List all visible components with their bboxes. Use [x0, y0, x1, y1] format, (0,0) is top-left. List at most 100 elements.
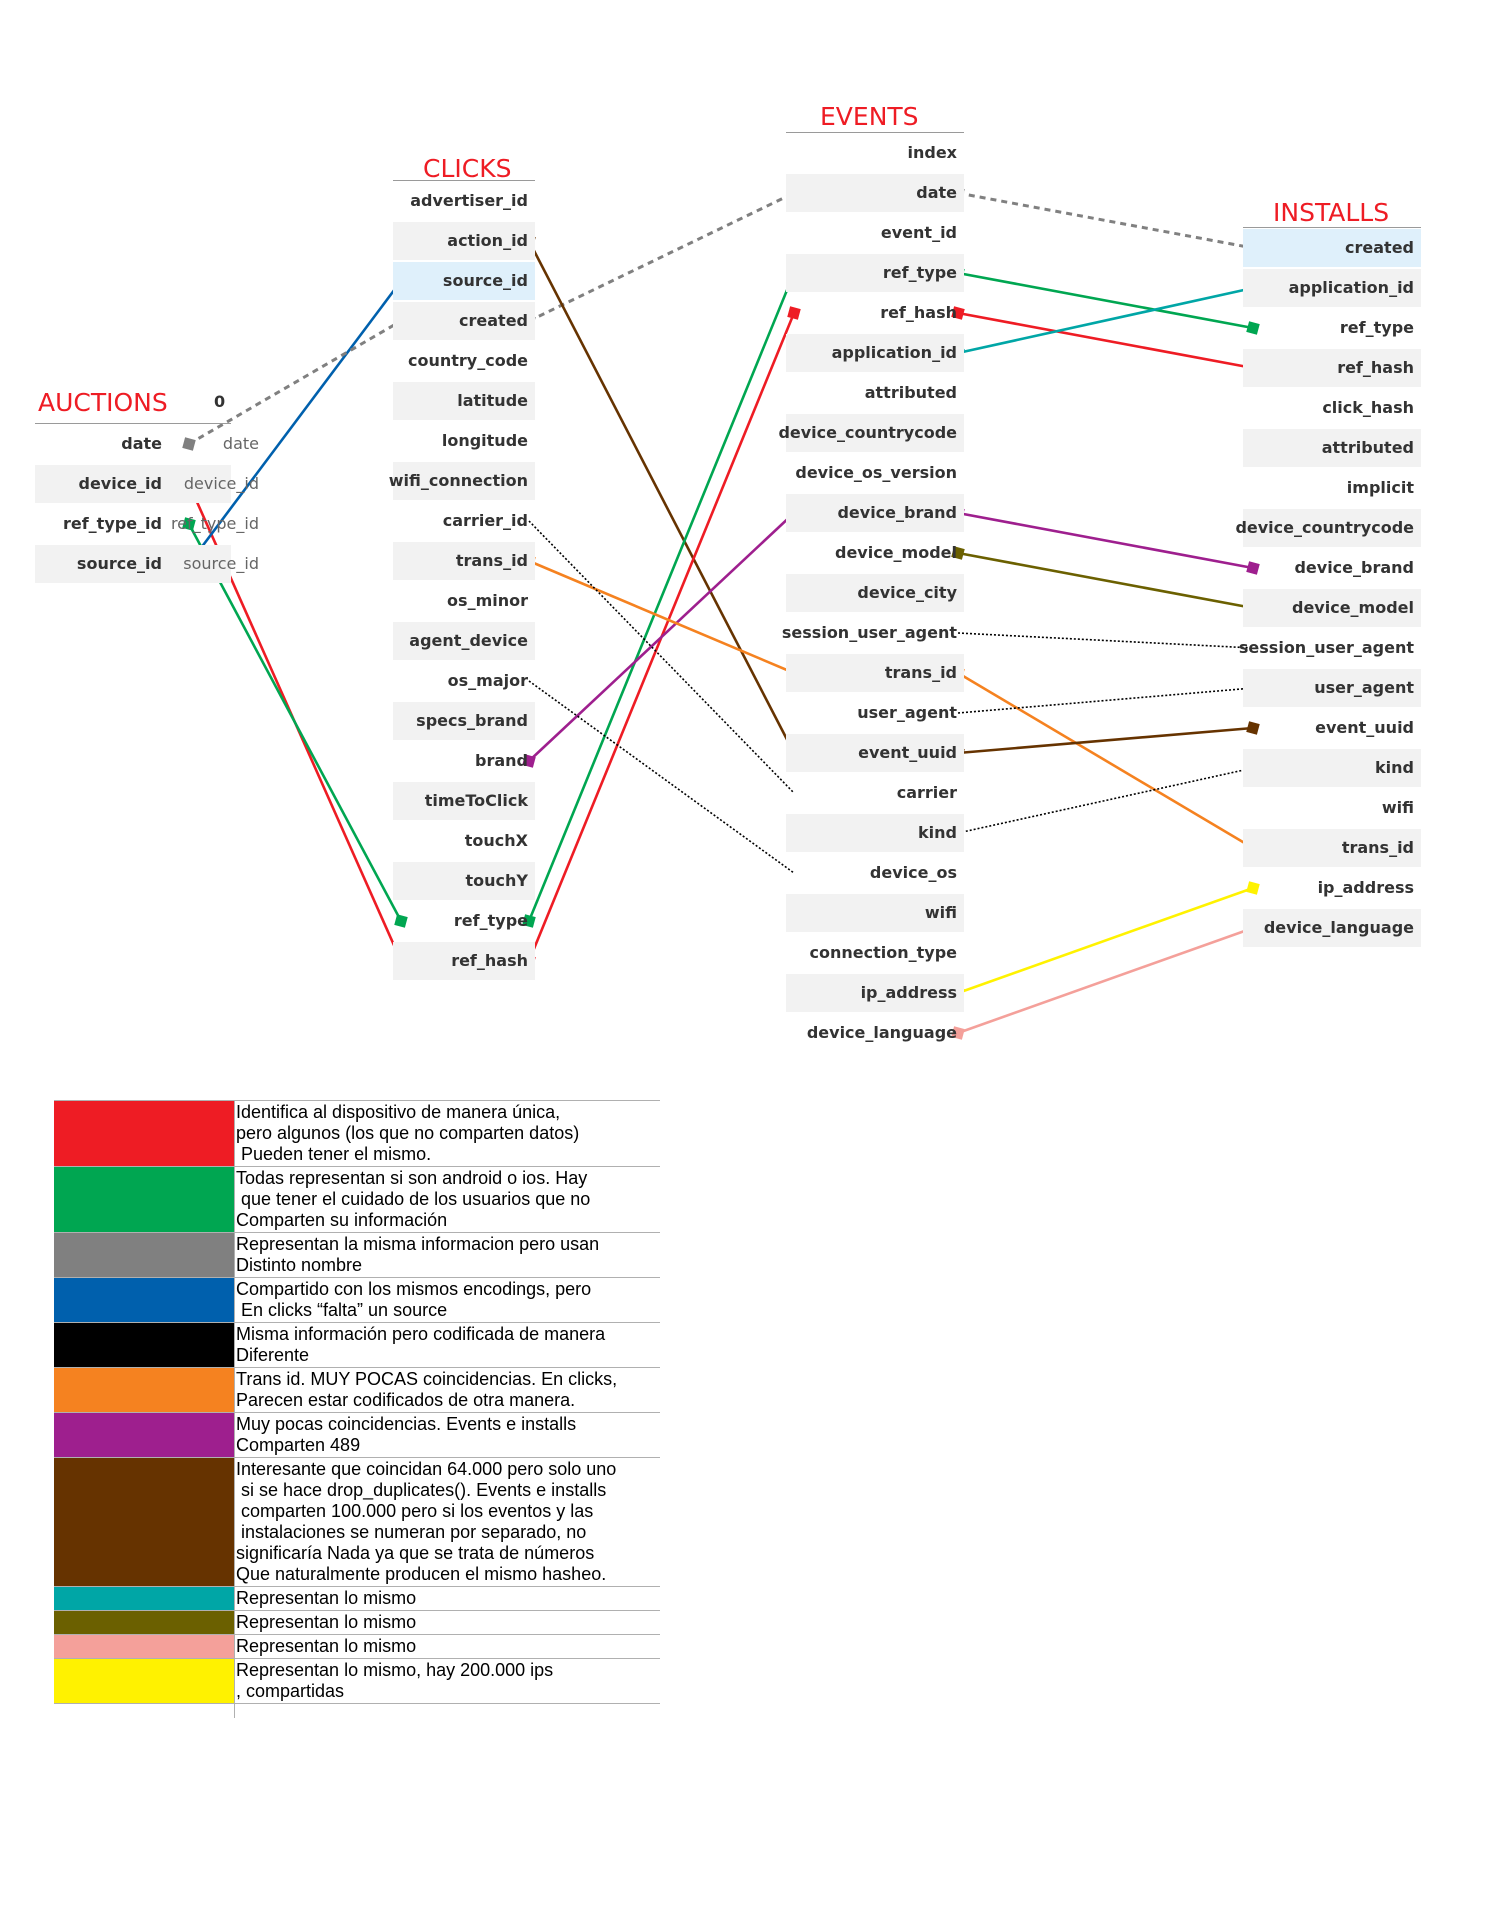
auctions-field-value: source_id [183, 554, 259, 573]
connector-line [528, 512, 795, 762]
clicks-row-timeToClick: timeToClick [393, 782, 535, 820]
connector-line [528, 520, 795, 794]
connector-events-event-uuid-to-installs-event-uuid [951, 721, 1260, 760]
events-row-device-model: device_model [786, 534, 964, 572]
clicks-row-action-id: action_id [393, 222, 535, 260]
legend-color-swatch [54, 1167, 234, 1232]
connector-line [957, 511, 1254, 570]
installs-table-title: INSTALLS [1273, 198, 1390, 227]
legend-empty-cell [54, 1704, 235, 1718]
auctions-field-value: ref_type_id [170, 514, 259, 533]
legend-row: Representan lo mismo [54, 1634, 660, 1658]
legend-row: Muy pocas coincidencias. Events e instal… [54, 1412, 660, 1457]
installs-field-name: kind [1375, 758, 1414, 777]
auctions-field-name: source_id [76, 554, 162, 573]
legend-row: Interesante que coincidan 64.000 pero so… [54, 1457, 660, 1586]
installs-row-application-id: application_id [1243, 269, 1421, 307]
installs-field-name: created [1345, 238, 1414, 257]
auctions-index-header: 0 [214, 392, 226, 411]
connector-clicks-ref-hash-to-events-ref-hash [522, 306, 801, 968]
installs-header-rule [1243, 227, 1421, 228]
installs-row-kind: kind [1243, 749, 1421, 787]
connector-line [957, 926, 1254, 1035]
installs-row-device-brand: device_brand [1243, 549, 1421, 587]
events-field-name: event_uuid [858, 743, 957, 762]
connector-line [957, 886, 1254, 995]
auctions-table-title: AUCTIONS [38, 388, 168, 417]
events-field-name: device_city [857, 583, 957, 602]
legend-description: Trans id. MUY POCAS coincidencias. En cl… [234, 1368, 660, 1412]
events-field-name: device_countrycode [778, 423, 957, 442]
legend-color-swatch [54, 1635, 234, 1658]
events-row-user-agent: user_agent [786, 694, 964, 732]
installs-row-click-hash: click_hash [1243, 389, 1421, 427]
clicks-field-name: brand [475, 751, 528, 770]
clicks-row-brand: brand [393, 742, 535, 780]
events-row-device-countrycode: device_countrycode [778, 414, 964, 452]
events-row-event-uuid: event_uuid [786, 734, 964, 772]
installs-row-event-uuid: event_uuid [1243, 709, 1421, 747]
legend-row: Misma información pero codificada de man… [54, 1322, 660, 1367]
events-field-name: trans_id [884, 663, 957, 682]
installs-field-name: session_user_agent [1238, 638, 1414, 657]
legend-description: Interesante que coincidan 64.000 pero so… [234, 1458, 660, 1586]
auctions-row-ref-type-id: ref_type_id ref_type_id [35, 505, 259, 543]
clicks-field-name: source_id [442, 271, 528, 290]
connector-clicks-trans-id-to-events-trans-id [522, 554, 801, 680]
installs-row-device-model: device_model [1243, 589, 1421, 627]
clicks-field-name: touchX [464, 831, 528, 850]
clicks-field-name: country_code [407, 351, 528, 370]
connector-line [528, 680, 795, 874]
events-row-ref-hash: ref_hash [786, 294, 964, 332]
auctions-field-name: date [121, 434, 162, 453]
events-field-name: ref_type [882, 263, 957, 282]
clicks-field-name: advertiser_id [410, 191, 528, 210]
installs-field-name: event_uuid [1315, 718, 1414, 737]
legend-color-swatch [54, 1278, 234, 1322]
installs-field-name: application_id [1288, 278, 1414, 297]
installs-row-ip-address: ip_address [1243, 869, 1421, 907]
events-field-name: attributed [864, 383, 957, 402]
auctions-row-date: date date [35, 425, 259, 463]
connector-events-device-model-to-installs-device-model [951, 546, 1260, 615]
installs-field-name: user_agent [1314, 678, 1414, 697]
events-field-name: ref_hash [880, 303, 957, 322]
legend-color-swatch [54, 1101, 234, 1166]
connector-events-application-id-to-installs-application-id [951, 281, 1260, 360]
clicks-row-latitude: latitude [393, 382, 535, 420]
connector-line [957, 671, 1254, 850]
installs-row-session-user-agent: session_user_agent [1239, 629, 1421, 667]
installs-field-name: wifi [1381, 798, 1414, 817]
connector-events-ref-type-to-installs-ref-type [951, 266, 1260, 335]
connector-line [957, 286, 1254, 355]
events-field-name: device_brand [837, 503, 957, 522]
legend-table: Identifica al dispositivo de manera únic… [54, 1100, 660, 1718]
legend-row: Todas representan si son android o ios. … [54, 1166, 660, 1232]
connector-line [957, 632, 1254, 649]
installs-field-name: ref_hash [1337, 358, 1414, 377]
installs-field-name: trans_id [1341, 838, 1414, 857]
legend-description: Representan la misma informacion pero us… [234, 1233, 660, 1277]
legend-description: Representan lo mismo [234, 1635, 660, 1658]
installs-field-name: device_brand [1294, 558, 1414, 577]
connector-clicks-ref-type-to-events-ref-type [522, 266, 801, 928]
installs-field-name: implicit [1346, 478, 1414, 497]
clicks-row-carrier-id: carrier_id [393, 502, 535, 540]
clicks-field-name: os_major [447, 671, 528, 690]
installs-row-wifi: wifi [1243, 789, 1421, 827]
clicks-field-name: agent_device [409, 631, 528, 650]
installs-field-name: ip_address [1317, 878, 1414, 897]
clicks-row-source-id: source_id [393, 262, 535, 300]
events-row-index: index [786, 134, 964, 172]
connector-line [957, 726, 1254, 755]
clicks-field-name: latitude [457, 391, 528, 410]
installs-field-name: click_hash [1322, 398, 1414, 417]
auctions-field-name: device_id [78, 474, 163, 493]
auctions-field-value: device_id [183, 474, 259, 493]
auctions-row-source-id: source_id source_id [35, 545, 259, 583]
connector-clicks-carrier-id-to-events-carrier [528, 520, 795, 794]
installs-row-ref-hash: ref_hash [1243, 349, 1421, 387]
events-row-device-brand: device_brand [786, 494, 964, 532]
clicks-header-rule [393, 180, 535, 181]
